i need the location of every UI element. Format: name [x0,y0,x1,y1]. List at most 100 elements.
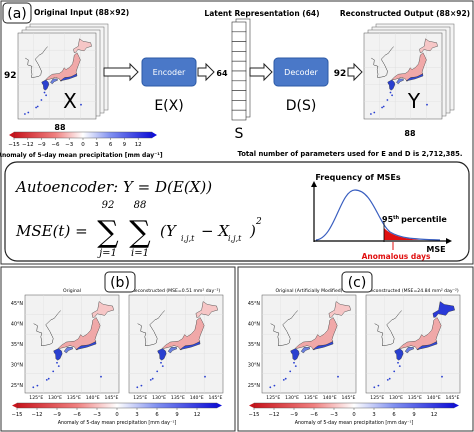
map-title: Original [63,288,81,294]
island [149,379,152,381]
map [17,32,97,120]
colorbar-end [454,403,459,408]
map [365,294,461,394]
land [167,347,178,354]
colorbar-tick-label: −12 [269,412,280,418]
lon-label: 140°E [190,395,204,401]
island [36,105,39,108]
axis-arrow [446,238,452,244]
colorbar-tick-label: −3 [65,142,74,148]
island [294,365,297,367]
colorbar-label: Anomaly of 5-day mean precipitation [mm … [0,152,163,159]
colorbar-tick-label: −9 [38,142,47,148]
map [24,294,120,394]
colorbar-label: Anomaly of 5-day mean precipitation [mm … [58,420,177,426]
island [140,384,143,387]
land [416,341,438,350]
colorbar-tick-label: 12 [194,412,201,418]
lon-label: 135°E [408,395,422,401]
island [32,386,35,389]
colorbar-end [249,403,254,408]
output-title: Reconstructed Output (88×92) [340,9,470,18]
island [373,386,376,389]
lat-label: 35°N [248,342,261,348]
land [58,317,101,351]
map-title: Reconstructed (MSE=24.84 mm² day⁻²) [367,288,459,294]
colorbar [253,402,455,409]
lon-label: 135°E [171,395,185,401]
land [399,317,442,351]
land [396,78,404,85]
land [405,73,424,82]
latent-title: Latent Representation (64) [204,9,319,18]
encoder-label: Encoder [153,68,186,77]
land [295,317,338,351]
term-y: (Y [160,222,178,240]
island [27,111,30,114]
colorbar-tick-label: 12 [431,412,438,418]
colorbar-tick-label: −15 [249,412,260,418]
colorbar [16,402,218,409]
params-note: Total number of parameters used for E an… [238,150,463,158]
land [391,52,427,82]
panel-label-box [104,271,136,293]
latent-cell [231,31,247,42]
close-paren: ) [249,222,256,240]
colorbar-tick-label: −3 [93,412,101,418]
rows-dim: 92 [4,71,17,81]
colorbar-end [12,403,17,408]
latent-cell [231,60,247,72]
colorbar-tick-label: 3 [372,412,375,418]
arrow [197,62,215,82]
land [63,347,74,354]
colorbar-tick-label: 12 [135,142,142,148]
land [179,341,201,350]
mse-lhs: MSE(t) = [15,222,88,240]
island [56,361,58,364]
island [47,377,50,380]
map-title: Original (Artificially Modified) [276,288,343,294]
island [45,94,47,97]
colorbar-tick-label: 6 [155,412,158,418]
s-symbol: S [235,126,244,142]
lon-label: 125°E [370,395,384,401]
decoder-label: Decoder [284,68,318,77]
land [300,347,311,354]
island [382,105,385,108]
ds-symbol: D(S) [286,98,317,114]
sum-upper: 88 [134,200,147,211]
sum-lower: j=1 [97,248,117,259]
island [386,99,389,101]
colorbar-tick-label: −12 [22,142,34,148]
island [43,91,46,94]
x-axis-label: MSE [426,245,445,254]
colorbar-tick-label: 6 [392,412,395,418]
arrow [249,62,273,82]
subscript: i,j,t [181,234,195,243]
lon-label: 145°E [445,395,459,401]
island [161,365,164,367]
island [45,379,48,381]
island [386,379,389,381]
island [397,361,399,364]
island [160,361,162,364]
panel-c-frame [237,266,474,432]
land [404,347,415,354]
lon-label: 140°E [427,395,441,401]
land [50,78,58,85]
island [24,113,26,115]
encoder [141,57,197,87]
colorbar-tick-label: 3 [95,142,99,148]
land [41,79,50,91]
latent-cell [231,51,247,62]
anomalous-label: Anomalous days [362,252,431,261]
island [289,370,292,373]
land [45,52,81,82]
colorbar-tick-label: 6 [109,142,113,148]
sum-symbol: ∑ [97,215,119,250]
land [157,348,167,361]
island [441,375,443,378]
colorbar-label: Anomaly of 5-day mean precipitation [mm … [295,420,414,426]
colorbar-tick-label: −6 [51,142,60,148]
